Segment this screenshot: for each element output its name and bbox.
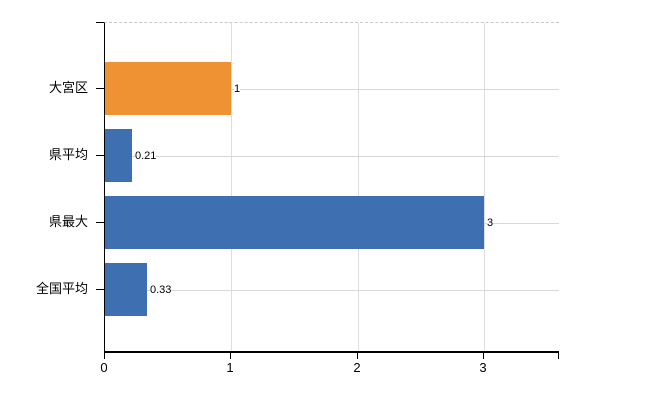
category-label: 全国平均: [35, 281, 88, 296]
x-axis-tick: [357, 353, 358, 359]
x-axis-tick-label: 3: [479, 360, 487, 375]
horizontal-gridline: [105, 89, 559, 90]
value-label: 0.21: [135, 150, 157, 163]
value-label: 1: [234, 83, 241, 96]
vertical-gridline: [484, 23, 485, 351]
y-axis-tick: [96, 222, 104, 223]
horizontal-gridline: [105, 156, 559, 157]
x-axis-tick: [483, 353, 484, 359]
bar-大宮区: [105, 62, 231, 115]
value-label: 3: [487, 217, 494, 230]
vertical-gridline: [231, 23, 232, 351]
x-axis-tick: [230, 353, 231, 359]
x-axis-tick-label: 0: [100, 360, 108, 375]
plot-area: 1 0.21 3 0.33: [104, 22, 559, 353]
y-axis-tick: [96, 289, 104, 290]
x-axis-tick: [104, 353, 105, 359]
horizontal-gridline: [105, 290, 559, 291]
y-axis-end-tick: [96, 22, 104, 23]
category-label: 県平均: [48, 147, 88, 162]
y-axis-tick: [96, 88, 104, 89]
category-label: 大宮区: [48, 80, 88, 95]
vertical-gridline: [358, 23, 359, 351]
bar-県最大: [105, 196, 484, 249]
bar-全国平均: [105, 263, 147, 316]
value-label: 0.33: [150, 284, 172, 297]
x-axis-end-tick: [558, 353, 559, 359]
x-axis-tick-label: 1: [226, 360, 234, 375]
bar-県平均: [105, 129, 132, 182]
x-axis-tick-label: 2: [353, 360, 361, 375]
y-axis-tick: [96, 155, 104, 156]
category-label: 県最大: [48, 214, 88, 229]
